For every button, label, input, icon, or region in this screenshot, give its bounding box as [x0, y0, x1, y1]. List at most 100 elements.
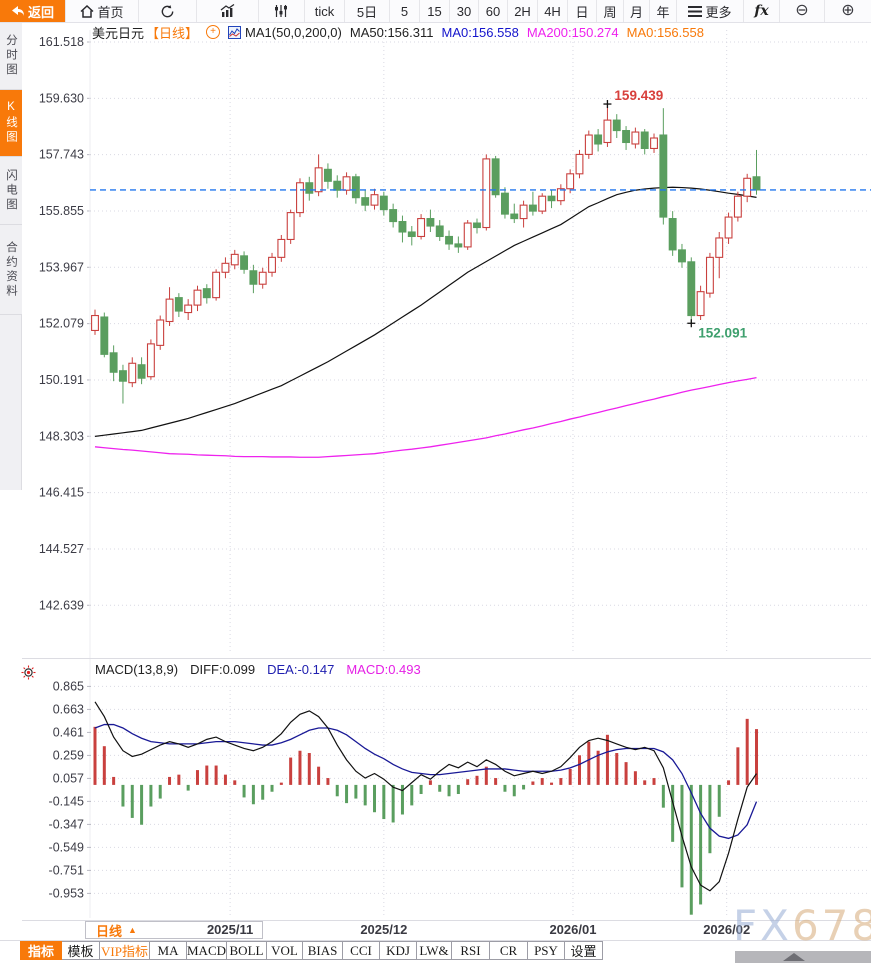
chart-type-button[interactable]	[197, 0, 259, 22]
tab-vol[interactable]: VOL	[267, 941, 303, 960]
tab-indicators[interactable]: 指标	[20, 941, 62, 960]
interval-label: 日	[575, 4, 589, 20]
scroll-up-icon	[783, 953, 805, 961]
svg-text:0.663: 0.663	[53, 702, 84, 716]
interval-tick-button[interactable]: tick	[305, 0, 345, 22]
home-button[interactable]: 首页	[66, 0, 139, 22]
tab-settings[interactable]: 设置	[565, 941, 603, 960]
tab-vip-indicators[interactable]: VIP指标	[100, 941, 150, 960]
interval-4h-button[interactable]: 4H	[538, 0, 568, 22]
sidebar-item-label: 闪电图	[5, 168, 17, 213]
interval-label: 年	[656, 4, 670, 20]
tab-label: PSY	[534, 942, 558, 958]
add-indicator-icon[interactable]: +	[206, 25, 221, 39]
tab-label: VIP指标	[101, 944, 148, 959]
interval-5m-button[interactable]: 5	[390, 0, 420, 22]
tab-cr[interactable]: CR	[490, 941, 528, 960]
tab-cci[interactable]: CCI	[343, 941, 380, 960]
formula-button[interactable]: fx	[744, 0, 780, 22]
macd-gridlines: 0.865 0.663 0.461 0.259 0.057 -0.145 -0.347 -0.…	[49, 679, 869, 900]
tab-ma[interactable]: MA	[150, 941, 187, 960]
macd-diff-value: DIFF:0.099	[190, 662, 256, 677]
tab-label: 模板	[67, 944, 94, 959]
svg-text:0.057: 0.057	[53, 771, 84, 785]
interval-label: 5日	[356, 4, 378, 20]
tab-macd[interactable]: MACD	[187, 941, 227, 960]
svg-text:148.303: 148.303	[39, 429, 84, 443]
tab-rsi[interactable]: RSI	[452, 941, 490, 960]
interval-60m-button[interactable]: 60	[479, 0, 508, 22]
interval-year-button[interactable]: 年	[650, 0, 677, 22]
svg-text:-0.751: -0.751	[49, 863, 84, 877]
symbol-name: 美元日元	[92, 25, 145, 41]
svg-text:161.518: 161.518	[39, 35, 84, 49]
svg-text:159.439: 159.439	[614, 88, 663, 103]
interval-label: 月	[629, 4, 643, 20]
tab-boll[interactable]: BOLL	[227, 941, 267, 960]
footer-divider	[0, 940, 871, 941]
interval-week-button[interactable]: 周	[597, 0, 624, 22]
refresh-button[interactable]	[139, 0, 197, 22]
tab-psy[interactable]: PSY	[528, 941, 565, 960]
sidebar-item-timeshare[interactable]: 分时图	[0, 23, 22, 90]
chevron-up-icon: ▲	[128, 925, 137, 935]
interval-label: 30	[456, 3, 472, 19]
period-selector[interactable]: 日线 ▲	[85, 921, 263, 939]
interval-label: tick	[314, 3, 335, 19]
interval-5d-button[interactable]: 5日	[345, 0, 390, 22]
back-arrow-icon	[11, 6, 24, 16]
zoom-out-button[interactable]: ⊖	[780, 0, 825, 22]
panel-divider	[22, 658, 871, 659]
tab-label: MA	[157, 942, 179, 958]
interval-30m-button[interactable]: 30	[450, 0, 479, 22]
sidebar-item-label: K线图	[5, 101, 17, 145]
interval-label: 2H	[514, 3, 531, 19]
indicator-tabbar: 指标 模板 VIP指标 MA MACD BOLL VOL BIAS CCI KD…	[20, 941, 603, 960]
interval-15m-button[interactable]: 15	[420, 0, 450, 22]
sidebar-item-kline[interactable]: K线图	[0, 90, 22, 157]
sidebar-item-lightning[interactable]: 闪电图	[0, 157, 22, 225]
macd-lines	[94, 701, 758, 892]
back-label: 返回	[27, 4, 54, 20]
sidebar-item-contract-info[interactable]: 合约资料	[0, 225, 22, 315]
fx-icon: fx	[754, 3, 769, 19]
moving-averages	[94, 186, 757, 458]
indicator-sliders-button[interactable]	[259, 0, 305, 22]
tab-bias[interactable]: BIAS	[303, 941, 343, 960]
interval-day-button[interactable]: 日	[568, 0, 597, 22]
mini-chart-icon	[228, 25, 242, 39]
tab-templates[interactable]: 模板	[62, 941, 100, 960]
interval-label: 周	[603, 4, 617, 20]
svg-text:-0.549: -0.549	[49, 840, 84, 854]
chart-header: 美元日元 【日线】 + MA1(50,0,200,0) MA50:156.311…	[92, 24, 704, 41]
interval-2h-button[interactable]: 2H	[508, 0, 538, 22]
more-button[interactable]: 更多	[677, 0, 744, 22]
tab-label: 指标	[27, 944, 54, 959]
svg-text:2025/11: 2025/11	[207, 922, 253, 937]
zoom-in-icon: ⊕	[841, 2, 855, 19]
zoom-in-button[interactable]: ⊕	[825, 0, 871, 22]
bottom-scrollbar[interactable]	[735, 951, 871, 963]
candlesticks	[91, 103, 761, 404]
indicator-settings-icon[interactable]	[21, 665, 36, 680]
period-tag: 【日线】	[146, 25, 199, 41]
tab-kdj[interactable]: KDJ	[380, 941, 417, 960]
tab-label: VOL	[271, 942, 298, 958]
tab-label: CCI	[350, 942, 372, 958]
back-button[interactable]: 返回	[0, 0, 66, 22]
macd-macd-value: MACD:0.493	[346, 662, 421, 677]
svg-text:152.091: 152.091	[698, 325, 747, 340]
ma0-blue-value: MA0:156.558	[441, 24, 519, 40]
sliders-icon	[274, 5, 287, 17]
macd-dea-value: DEA:-0.147	[267, 662, 335, 677]
dea-line	[94, 723, 758, 840]
tab-label: MACD	[187, 942, 227, 958]
left-sidebar: 分时图 K线图 闪电图 合约资料	[0, 23, 22, 490]
tab-label: RSI	[460, 942, 481, 958]
interval-month-button[interactable]: 月	[624, 0, 650, 22]
ma0-orange-value: MA0:156.558	[626, 24, 704, 40]
tab-lw[interactable]: LW&	[417, 941, 452, 960]
sidebar-item-label: 合约资料	[5, 240, 17, 299]
